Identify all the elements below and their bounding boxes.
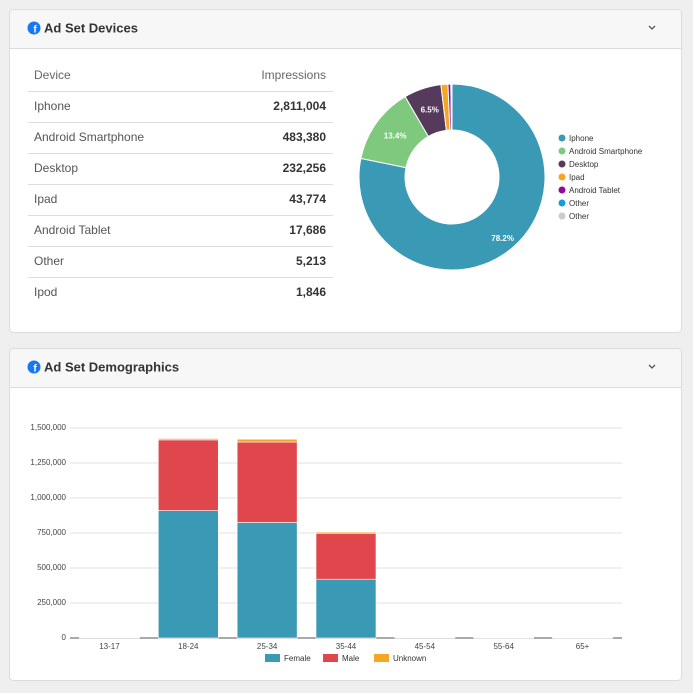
x-tick-label: 35-44 <box>336 642 357 651</box>
y-tick-label: 250,000 <box>37 598 66 607</box>
bar-segment <box>316 533 376 579</box>
table-cell: 232,256 <box>283 161 327 175</box>
legend-label: Unknown <box>393 654 426 663</box>
column-header: Device <box>34 68 71 82</box>
x-tick-label: 55-64 <box>493 642 514 651</box>
x-tick-label: 65+ <box>576 642 590 651</box>
table-cell: 1,846 <box>296 285 326 299</box>
y-tick-label: 1,500,000 <box>30 423 66 432</box>
y-tick-label: 750,000 <box>37 528 66 537</box>
legend-swatch <box>559 148 566 155</box>
table-cell: Ipod <box>34 285 57 299</box>
table-cell: Desktop <box>34 161 78 175</box>
legend-label: Android Tablet <box>569 186 621 195</box>
legend-label: Other <box>569 199 589 208</box>
legend-label: Ipad <box>569 173 585 182</box>
column-header: Impressions <box>261 68 326 82</box>
bar-segment <box>316 532 376 533</box>
legend-swatch <box>559 135 566 142</box>
table-cell: Ipad <box>34 192 57 206</box>
legend-swatch <box>265 654 280 662</box>
table-cell: Other <box>34 254 64 268</box>
panel-title: Ad Set Demographics <box>44 359 179 374</box>
y-tick-label: 1,250,000 <box>30 458 66 467</box>
table-cell: 483,380 <box>283 130 327 144</box>
y-tick-label: 1,000,000 <box>30 493 66 502</box>
legend-swatch <box>323 654 338 662</box>
slice-label: 78.2% <box>491 234 514 243</box>
legend-swatch <box>559 161 566 168</box>
slice-label: 6.5% <box>421 106 439 115</box>
y-tick-label: 0 <box>62 633 67 642</box>
legend-label: Female <box>284 654 311 663</box>
table-cell: Android Smartphone <box>34 130 144 144</box>
x-tick-label: 13-17 <box>99 642 120 651</box>
legend-label: Male <box>342 654 360 663</box>
table-cell: Android Tablet <box>34 223 111 237</box>
x-tick-label: 18-24 <box>178 642 199 651</box>
donut-slice <box>451 84 452 130</box>
legend-label: Desktop <box>569 160 599 169</box>
bar-segment <box>237 442 297 523</box>
legend-swatch <box>374 654 389 662</box>
legend-swatch <box>559 200 566 207</box>
table-cell: 43,774 <box>289 192 326 206</box>
x-tick-label: 45-54 <box>415 642 436 651</box>
legend-swatch <box>559 174 566 181</box>
panel-title: Ad Set Devices <box>44 20 138 35</box>
devices-panel <box>10 10 682 333</box>
bar-segment <box>158 440 218 511</box>
bar-segment <box>158 511 218 638</box>
table-cell: 17,686 <box>289 223 326 237</box>
x-tick-label: 25-34 <box>257 642 278 651</box>
bar-segment <box>237 439 297 442</box>
bar-segment <box>237 523 297 639</box>
bar-segment <box>158 439 218 440</box>
legend-swatch <box>559 187 566 194</box>
y-tick-label: 500,000 <box>37 563 66 572</box>
legend-label: Other <box>569 212 589 221</box>
table-cell: 2,811,004 <box>273 99 326 113</box>
legend-swatch <box>559 213 566 220</box>
bar-segment <box>316 579 376 638</box>
legend-label: Android Smartphone <box>569 147 643 156</box>
table-cell: Iphone <box>34 99 71 113</box>
legend-label: Iphone <box>569 134 594 143</box>
slice-label: 13.4% <box>384 131 407 140</box>
table-cell: 5,213 <box>296 254 326 268</box>
